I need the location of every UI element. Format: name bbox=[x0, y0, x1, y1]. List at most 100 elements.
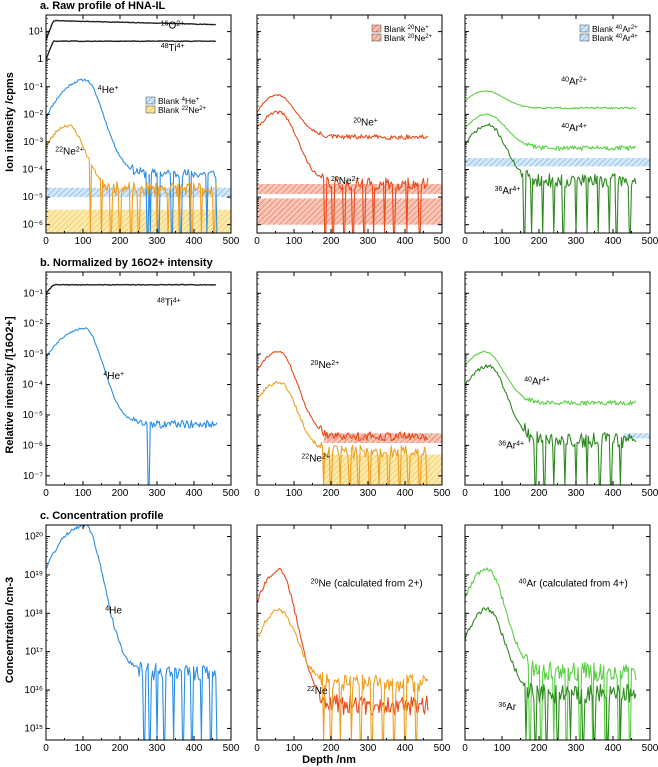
xlabel-depth: Depth /nm bbox=[302, 754, 356, 766]
series-label: 4He+ bbox=[103, 371, 124, 383]
series-label: 48Ti4+ bbox=[161, 42, 185, 54]
x-tick-label: 100 bbox=[75, 743, 92, 754]
plot-area bbox=[46, 19, 231, 233]
plot-area bbox=[465, 567, 637, 740]
x-tick-label: 500 bbox=[434, 743, 451, 754]
series-label: 22Ne2+ bbox=[301, 453, 330, 465]
y-tick-label: 1 bbox=[37, 54, 43, 65]
legend-label: Blank 4He+ bbox=[158, 96, 200, 106]
x-tick-label: 100 bbox=[494, 236, 511, 247]
x-tick-label: 100 bbox=[494, 743, 511, 754]
x-tick-label: 100 bbox=[286, 236, 303, 247]
series-label: 20Ne2+ bbox=[331, 175, 360, 187]
y-tick-label: 10¹ bbox=[29, 27, 44, 38]
y-tick-label: 10²⁰ bbox=[25, 532, 43, 543]
series-line-20ne2- bbox=[257, 110, 429, 233]
legend-label: Blank 40Ar2+ bbox=[592, 24, 638, 34]
y-tick-label: 10⁻¹ bbox=[23, 288, 43, 299]
series-label: 40Ar4+ bbox=[524, 376, 550, 388]
x-tick-label: 0 bbox=[462, 236, 468, 247]
plot-area bbox=[46, 525, 218, 740]
y-tick-label: 10⁻⁴ bbox=[22, 380, 43, 391]
x-tick-label: 500 bbox=[223, 488, 240, 499]
y-tick-label: 10⁻⁵ bbox=[22, 410, 43, 421]
x-tick-label: 400 bbox=[186, 236, 203, 247]
series-label: 22Ne2+ bbox=[55, 146, 84, 158]
x-tick-label: 500 bbox=[434, 488, 451, 499]
legend-label: Blank 20Ne2+ bbox=[384, 33, 433, 43]
y-tick-label: 10⁻³ bbox=[23, 137, 43, 148]
series-line-22ne2- bbox=[257, 380, 428, 485]
axes-frame bbox=[464, 14, 651, 234]
series-line-4he bbox=[46, 525, 218, 740]
series-label: 4He+ bbox=[98, 84, 119, 96]
legend-swatch bbox=[145, 96, 156, 105]
y-tick-label: 10⁻⁴ bbox=[22, 165, 43, 176]
x-tick-label: 500 bbox=[642, 743, 658, 754]
panel-a-right: 0 100 200 300 400 500 40Ar2+ 40Ar4+ 36Ar4+ Blank … bbox=[462, 14, 658, 247]
y-tick-label: 10⁻¹ bbox=[23, 82, 43, 93]
x-tick-label: 100 bbox=[494, 488, 511, 499]
x-tick-label: 200 bbox=[112, 488, 129, 499]
x-tick-label: 200 bbox=[531, 743, 548, 754]
series-line-22ne bbox=[257, 608, 429, 740]
legend-label: Blank 22Ne2+ bbox=[158, 105, 207, 115]
series-label: 20Ne2+ bbox=[311, 359, 340, 371]
series-line-36ar4- bbox=[465, 364, 637, 485]
x-tick-label: 500 bbox=[642, 236, 658, 247]
plot-area bbox=[257, 567, 429, 740]
section-a-title: a. Raw profile of HNA-IL bbox=[40, 0, 166, 12]
series-label: 16O2+ bbox=[161, 20, 185, 32]
x-tick-label: 300 bbox=[149, 236, 166, 247]
series-label: 48Ti4+ bbox=[157, 297, 181, 309]
legend-swatch bbox=[371, 24, 382, 33]
x-tick-label: 0 bbox=[462, 488, 468, 499]
panels: 0 100 200 300 400 500 10¹ 1 10⁻¹ 10⁻² 10⁻³ 10⁻⁴ 10⁻⁵… bbox=[22, 14, 658, 754]
panel-c-right: 0 100 200 300 400 500 40Ar (calculated from 4+… bbox=[462, 524, 658, 754]
x-tick-label: 200 bbox=[112, 236, 129, 247]
x-tick-label: 0 bbox=[43, 743, 49, 754]
blank-band-0 bbox=[257, 198, 442, 225]
x-tick-label: 200 bbox=[323, 236, 340, 247]
x-tick-label: 100 bbox=[75, 488, 92, 499]
panel-a-left: 0 100 200 300 400 500 10¹ 1 10⁻¹ 10⁻² 10⁻³ 10⁻⁴ 10⁻⁵… bbox=[22, 14, 240, 247]
panel-b-mid: 0 100 200 300 400 500 20Ne2+ 22Ne2+ bbox=[254, 271, 451, 499]
series-label: 40Ar (calculated from 4+) bbox=[519, 578, 628, 590]
panel-a-mid: 0 100 200 300 400 500 20Ne+ 20Ne2+ Blank 20Ne+Bl… bbox=[254, 14, 451, 247]
x-tick-label: 0 bbox=[43, 488, 49, 499]
series-line-4he- bbox=[46, 327, 218, 485]
blank-band-0 bbox=[46, 187, 231, 198]
y-tick-label: 10¹⁸ bbox=[24, 608, 43, 619]
x-tick-label: 300 bbox=[360, 236, 377, 247]
series-label: 40Ar2+ bbox=[561, 76, 587, 88]
series-label: 36Ar4+ bbox=[495, 185, 521, 197]
y-tick-label: 10⁻³ bbox=[23, 349, 43, 360]
x-tick-label: 100 bbox=[75, 236, 92, 247]
x-tick-label: 300 bbox=[568, 488, 585, 499]
panel-c-left: 0 100 200 300 400 500 10²⁰ 10¹⁹ 10¹⁸ 10¹⁷ 10¹⁶ 10¹⁵… bbox=[24, 524, 240, 754]
x-tick-label: 0 bbox=[43, 236, 49, 247]
x-tick-label: 400 bbox=[397, 488, 414, 499]
y-tick-label: 10¹⁶ bbox=[24, 685, 43, 696]
axes-frame bbox=[464, 271, 651, 486]
y-tick-label: 10⁻⁶ bbox=[22, 220, 43, 231]
legend-label: Blank 40Ar4+ bbox=[592, 33, 638, 43]
x-tick-label: 300 bbox=[360, 743, 377, 754]
x-tick-label: 100 bbox=[286, 743, 303, 754]
x-tick-label: 200 bbox=[112, 743, 129, 754]
x-tick-label: 0 bbox=[254, 488, 260, 499]
panel-b-left: 0 100 200 300 400 500 10⁻¹ 10⁻² 10⁻³ 10⁻⁴ 10⁻⁵ 10⁻⁶… bbox=[22, 271, 240, 499]
series-line-22ne2- bbox=[46, 124, 218, 233]
series-line-40ar-calculated-from-4- bbox=[465, 567, 637, 740]
y-tick-label: 10⁻⁷ bbox=[23, 471, 43, 482]
y-tick-label: 10⁻² bbox=[23, 319, 43, 330]
x-tick-label: 400 bbox=[397, 743, 414, 754]
blank-band-1 bbox=[46, 209, 231, 233]
x-tick-label: 500 bbox=[223, 743, 240, 754]
series-line-40ar2- bbox=[465, 90, 637, 110]
ylabel-a: Ion intensity /cpms bbox=[4, 72, 16, 172]
x-tick-label: 300 bbox=[149, 488, 166, 499]
series-label: 20Ne+ bbox=[353, 117, 378, 129]
plot-area bbox=[46, 283, 218, 485]
axes-frame bbox=[45, 524, 232, 741]
